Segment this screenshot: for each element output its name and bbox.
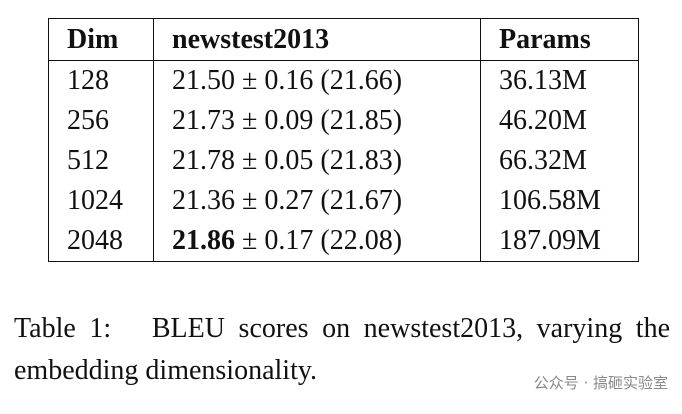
cell: 21.78 ± 0.05 (21.83) bbox=[153, 141, 481, 181]
best-score: 21.86 bbox=[172, 225, 235, 256]
row: 2048 21.86 ± 0.17 (22.08) 187.09M bbox=[48, 221, 639, 262]
cell: 187.09M bbox=[499, 225, 601, 256]
row: 128 21.50 ± 0.16 (21.66) 36.13M bbox=[48, 60, 639, 101]
header-cell: Params bbox=[480, 18, 639, 61]
header-cell: Dim bbox=[48, 18, 154, 61]
cell: 21.36 ± 0.27 (21.67) bbox=[153, 181, 481, 221]
cell: 36.13M bbox=[499, 65, 587, 96]
cell: 128 bbox=[48, 60, 154, 101]
cell: 46.20M bbox=[499, 105, 587, 136]
row: 512 21.78 ± 0.05 (21.83) 66.32M bbox=[48, 141, 639, 181]
cell: 106.58M bbox=[499, 185, 601, 216]
cell: 1024 bbox=[48, 181, 154, 221]
caption-text: BLEU scores on newstest2013, varying the… bbox=[14, 313, 670, 386]
cell: 66.32M bbox=[499, 145, 587, 176]
row: 1024 21.36 ± 0.27 (21.67) 106.58M bbox=[48, 181, 639, 221]
cell: 2048 bbox=[48, 221, 154, 262]
row: 256 21.73 ± 0.09 (21.85) 46.20M bbox=[48, 101, 639, 141]
score-rest: ± 0.17 (22.08) bbox=[242, 225, 403, 256]
caption: Table 1: BLEU scores on newstest2013, va… bbox=[14, 308, 670, 392]
header-row: Dim newstest2013 Params bbox=[48, 18, 639, 61]
cell: 21.73 ± 0.09 (21.85) bbox=[153, 101, 481, 141]
caption-label: Table 1: bbox=[14, 313, 112, 344]
header-cell: newstest2013 bbox=[153, 18, 481, 61]
cell: 512 bbox=[48, 141, 154, 181]
watermark: 公众号 · 搞砸实验室 bbox=[533, 374, 668, 392]
cell: 21.50 ± 0.16 (21.66) bbox=[153, 60, 481, 101]
results-table: Dim newstest2013 Params 128 21.50 ± 0.16… bbox=[48, 18, 639, 262]
cell: 21.86 ± 0.17 (22.08) bbox=[153, 221, 481, 262]
cell: 256 bbox=[48, 101, 154, 141]
